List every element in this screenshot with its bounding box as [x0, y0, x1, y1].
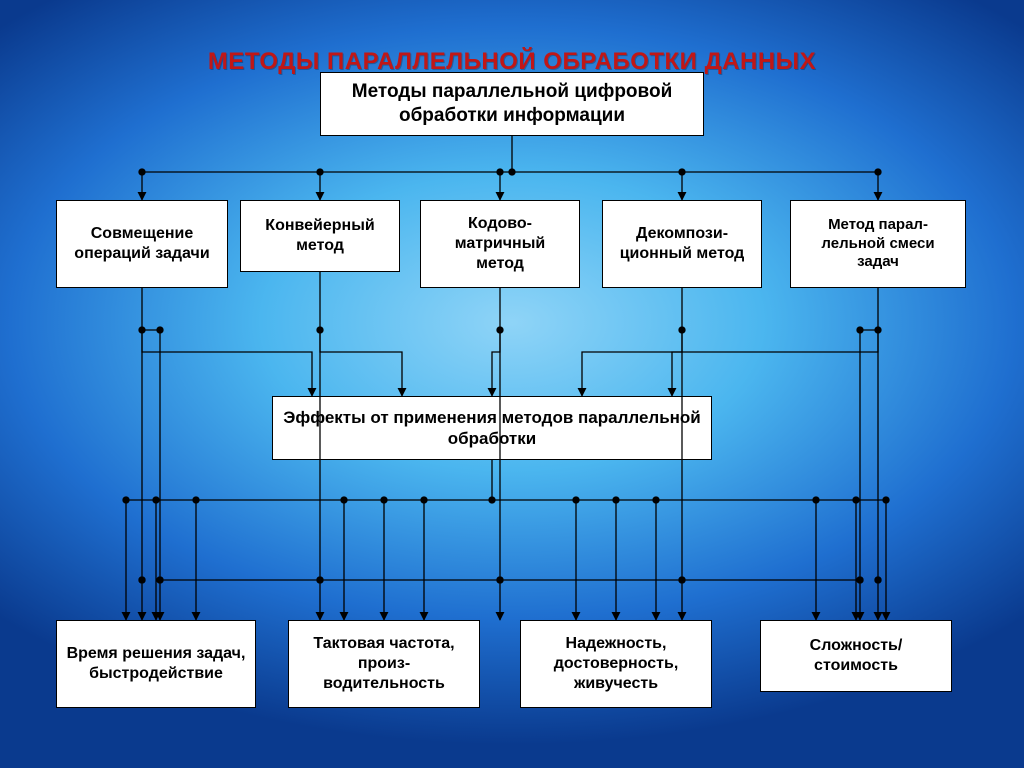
- node-method-5: Метод парал-лельной смеси задач: [790, 200, 966, 288]
- diagram-canvas: МЕТОДЫ ПАРАЛЛЕЛЬНОЙ ОБРАБОТКИ ДАННЫХ Мет…: [0, 0, 1024, 768]
- node-method-1: Совмещение операций задачи: [56, 200, 228, 288]
- node-effect-2: Тактовая частота, произ-водительность: [288, 620, 480, 708]
- node-method-3: Кодово-матричный метод: [420, 200, 580, 288]
- node-effects: Эффекты от применения методов параллельн…: [272, 396, 712, 460]
- node-effect-4: Сложность/ стоимость: [760, 620, 952, 692]
- node-effect-1: Время решения задач, быстродействие: [56, 620, 256, 708]
- node-method-4: Декомпози-ционный метод: [602, 200, 762, 288]
- node-method-2: Конвейерный метод: [240, 200, 400, 272]
- node-root: Методы параллельной цифровой обработки и…: [320, 72, 704, 136]
- node-effect-3: Надежность, достоверность, живучесть: [520, 620, 712, 708]
